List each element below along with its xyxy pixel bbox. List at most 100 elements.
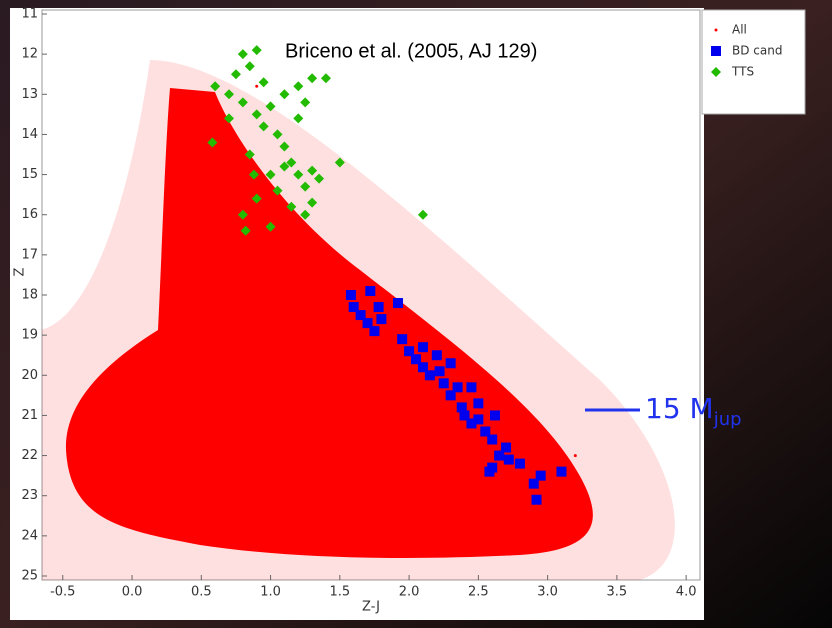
point [535, 470, 546, 481]
point [244, 61, 255, 72]
point [185, 132, 189, 136]
x-tick-label: 0.0 [122, 585, 143, 600]
point [531, 494, 542, 505]
point [417, 209, 428, 220]
point [528, 478, 539, 489]
point [293, 81, 304, 92]
mass-label-text: 15 M [645, 392, 714, 425]
x-axis-label: Z-J [362, 600, 380, 615]
point [282, 293, 286, 297]
point [158, 413, 162, 417]
point [365, 285, 376, 296]
point [269, 478, 273, 482]
mass-label-subscript: jup [713, 409, 742, 430]
x-tick-label: 4.0 [676, 585, 697, 600]
point [199, 213, 203, 217]
point [373, 302, 384, 313]
point [293, 113, 304, 124]
point [286, 201, 297, 212]
x-tick-label: 1.5 [329, 585, 350, 600]
point [434, 366, 445, 377]
point [494, 450, 505, 461]
point [272, 185, 283, 196]
point [210, 81, 221, 92]
y-tick-label: 13 [21, 87, 38, 102]
point [417, 362, 428, 373]
point [248, 169, 259, 180]
point [484, 466, 495, 477]
point [424, 370, 435, 381]
point [345, 290, 356, 300]
point [286, 157, 297, 168]
y-tick-label: 22 [21, 448, 38, 463]
y-tick-label: 15 [21, 167, 38, 182]
point [272, 129, 283, 140]
series [88, 84, 577, 518]
point [265, 169, 276, 180]
point [490, 478, 494, 482]
point [88, 393, 92, 397]
point [411, 354, 422, 365]
point [489, 410, 500, 421]
y-tick-label: 14 [21, 127, 38, 142]
point [314, 173, 325, 184]
point [514, 458, 525, 469]
point [213, 293, 217, 297]
point [431, 350, 442, 361]
point [320, 73, 331, 84]
x-tick-label: -0.5 [50, 585, 75, 600]
point [199, 474, 203, 478]
y-tick-label: 12 [21, 47, 38, 62]
point [466, 382, 477, 393]
y-tick-label: 16 [21, 207, 38, 222]
point [466, 418, 477, 429]
point [404, 346, 415, 357]
y-axis-label: Z [13, 267, 28, 276]
legend-box [701, 9, 806, 115]
point [573, 454, 577, 458]
point [438, 378, 449, 389]
point [207, 137, 218, 148]
point [473, 398, 484, 409]
point [407, 470, 411, 474]
point [435, 413, 439, 417]
legend-marker [711, 46, 721, 56]
point [116, 373, 120, 377]
legend-label: TTS [731, 65, 754, 79]
y-tick-label: 20 [21, 368, 38, 383]
x-tick-label: 3.5 [607, 585, 628, 600]
y-tick-label: 25 [21, 568, 38, 583]
point [397, 334, 408, 345]
point [251, 193, 262, 204]
point [393, 494, 397, 498]
point [293, 169, 304, 180]
y-tick-label: 18 [21, 288, 38, 303]
point [265, 221, 276, 232]
series [207, 45, 428, 236]
point [348, 302, 359, 313]
point [307, 73, 318, 84]
point [556, 466, 567, 477]
point [355, 310, 366, 321]
legend-label: BD cand [732, 44, 782, 58]
point [300, 97, 311, 108]
mass-label: 15 Mjup [645, 392, 742, 430]
point [501, 442, 512, 453]
point [144, 454, 148, 458]
point [487, 434, 498, 445]
x-tick-label: 0.5 [191, 585, 212, 600]
point [369, 326, 380, 337]
point [334, 157, 345, 168]
legend: All BD cand TTS [711, 23, 782, 79]
series [345, 285, 567, 505]
point [393, 298, 404, 309]
point [244, 149, 255, 160]
point [452, 382, 463, 393]
point [445, 358, 456, 369]
point [192, 173, 196, 177]
legend-label: All [732, 23, 747, 37]
point [310, 313, 314, 317]
point [324, 353, 328, 357]
point [459, 410, 470, 421]
